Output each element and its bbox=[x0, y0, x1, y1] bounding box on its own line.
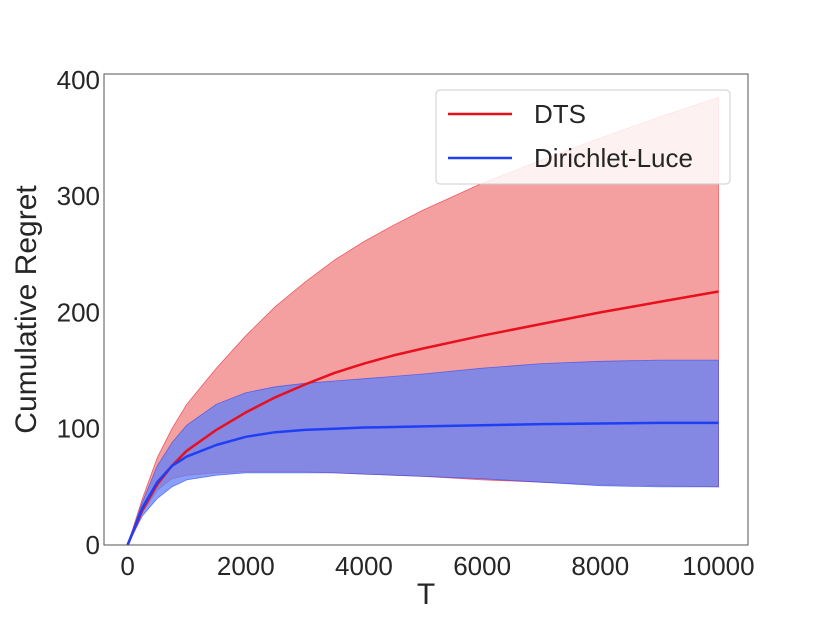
y-tick-label: 100 bbox=[57, 414, 100, 444]
y-tick-label: 0 bbox=[86, 530, 100, 560]
legend-label-dirichlet-luce: Dirichlet-Luce bbox=[534, 143, 693, 173]
x-tick-label: 6000 bbox=[453, 551, 511, 581]
series-lines bbox=[126, 290, 719, 546]
x-tick-label: 2000 bbox=[217, 551, 275, 581]
y-axis-ticks: 0 100 200 300 400 bbox=[57, 65, 100, 560]
y-axis-label: Cumulative Regret bbox=[10, 185, 43, 434]
y-tick-label: 200 bbox=[57, 297, 100, 327]
legend: DTS Dirichlet-Luce bbox=[435, 89, 731, 185]
y-tick-label: 400 bbox=[57, 65, 100, 95]
x-axis-ticks: 0 2000 4000 6000 8000 10000 bbox=[120, 551, 754, 581]
y-tick-label: 300 bbox=[57, 181, 100, 211]
x-tick-label: 10000 bbox=[682, 551, 754, 581]
x-tick-label: 8000 bbox=[571, 551, 629, 581]
plot-frame bbox=[103, 73, 749, 546]
x-tick-label: 0 bbox=[120, 551, 134, 581]
legend-label-dts: DTS bbox=[534, 99, 586, 129]
x-tick-label: 4000 bbox=[335, 551, 393, 581]
x-axis-label: T bbox=[417, 578, 435, 611]
series-line-dirichlet-luce bbox=[126, 421, 719, 546]
